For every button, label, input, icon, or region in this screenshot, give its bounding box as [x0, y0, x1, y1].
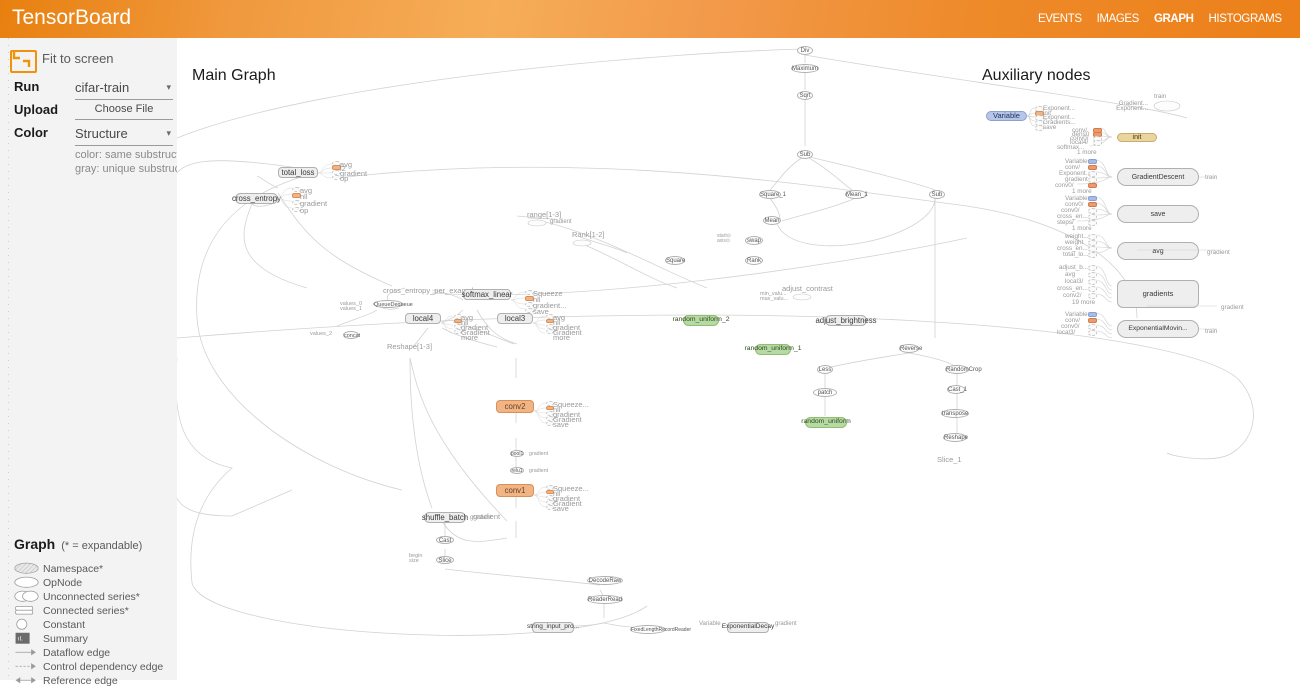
svg-text:ıl.: ıl. — [18, 636, 23, 643]
